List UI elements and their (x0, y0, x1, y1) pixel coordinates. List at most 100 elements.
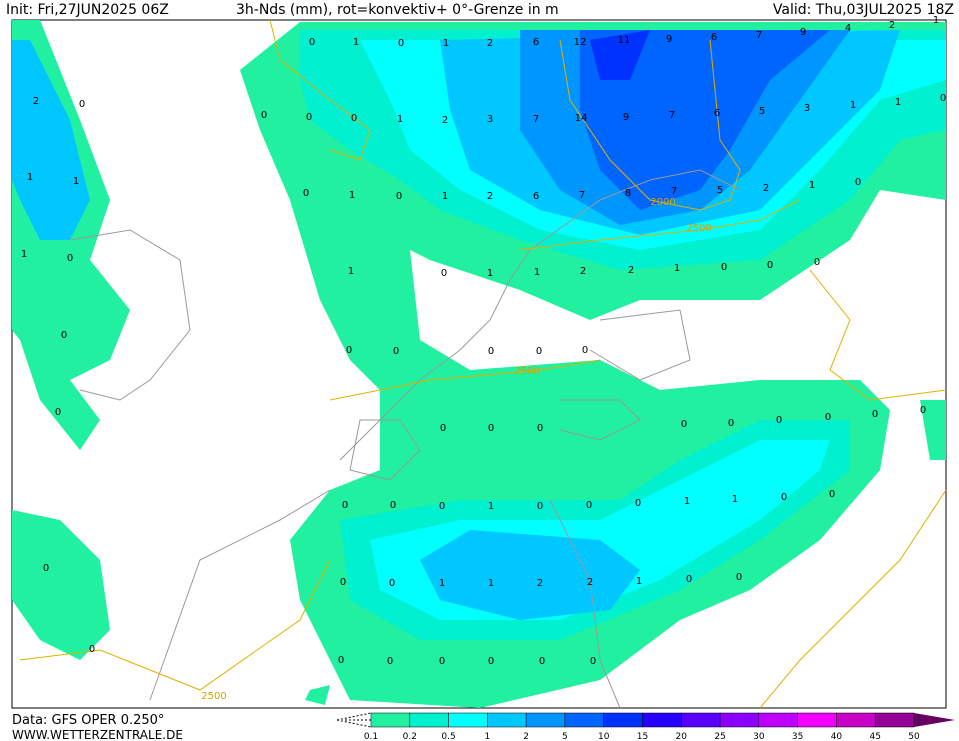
point-value: 1 (353, 37, 359, 48)
point-value: 9 (666, 34, 672, 45)
point-value: 0 (55, 407, 61, 418)
point-value: 6 (714, 108, 720, 119)
point-value: 0 (346, 345, 352, 356)
point-value: 0 (261, 110, 267, 121)
precip-area (580, 30, 830, 210)
point-value: 0 (582, 345, 588, 356)
legend-label: 15 (637, 732, 648, 741)
point-value: 0 (396, 191, 402, 202)
point-value: 0 (536, 346, 542, 357)
legend-swatch (448, 712, 488, 728)
point-value: 1 (397, 114, 403, 125)
legend-label: 1 (484, 732, 490, 741)
contour-label: 2500 (686, 223, 711, 234)
point-value: 0 (309, 37, 315, 48)
point-value: 7 (533, 114, 539, 125)
point-value: 0 (767, 260, 773, 271)
legend-label: 0.1 (364, 732, 378, 741)
point-value: 0 (440, 423, 446, 434)
point-value: 1 (487, 268, 493, 279)
point-value: 0 (537, 423, 543, 434)
point-value: 0 (586, 500, 592, 511)
point-value: 1 (27, 172, 33, 183)
point-value: 0 (825, 412, 831, 423)
point-value: 0 (340, 577, 346, 588)
point-value: 1 (933, 15, 939, 26)
init-time: Init: Fri,27JUN2025 06Z (6, 2, 169, 18)
point-value: 3 (804, 103, 810, 114)
point-value: 0 (488, 656, 494, 667)
point-value: 1 (895, 97, 901, 108)
point-value: 5 (717, 185, 723, 196)
legend-label: 20 (676, 732, 688, 741)
map-title: 3h-Nds (mm), rot=konvektiv+ 0°-Grenze in… (236, 2, 559, 18)
point-value: 2 (442, 115, 448, 126)
point-value: 7 (579, 190, 585, 201)
point-value: 0 (342, 500, 348, 511)
point-value: 0 (43, 563, 49, 574)
point-value: 1 (488, 578, 494, 589)
legend-label: 5 (562, 732, 568, 741)
point-value: 1 (809, 180, 815, 191)
legend-swatch (370, 712, 411, 728)
legend-swatch (758, 712, 798, 728)
point-value: 1 (442, 191, 448, 202)
point-value: 2 (487, 38, 493, 49)
legend-label: 25 (714, 732, 725, 741)
point-value: 0 (940, 93, 946, 104)
legend-label: 45 (869, 732, 880, 741)
point-value: 12 (574, 37, 587, 48)
point-value: 1 (684, 496, 690, 507)
point-value: 0 (681, 419, 687, 430)
point-value: 0 (728, 418, 734, 429)
point-value: 0 (814, 257, 820, 268)
point-value: 6 (533, 37, 539, 48)
point-value: 0 (393, 346, 399, 357)
legend-arrow-high (914, 713, 955, 727)
legend-label: 2 (523, 732, 529, 741)
point-value: 0 (61, 330, 67, 341)
point-value: 4 (845, 23, 851, 34)
precip-area (12, 40, 90, 240)
point-value: 2 (33, 96, 39, 107)
legend-swatch (564, 712, 604, 728)
point-value: 2 (889, 20, 895, 31)
point-value: 0 (590, 656, 596, 667)
legend-swatch (525, 712, 566, 728)
legend-label: 35 (792, 732, 803, 741)
point-value: 0 (855, 177, 861, 188)
point-value: 0 (351, 113, 357, 124)
point-value: 0 (441, 268, 447, 279)
point-value: 0 (67, 253, 73, 264)
point-value: 0 (439, 656, 445, 667)
point-value: 7 (671, 186, 677, 197)
point-value: 1 (850, 100, 856, 111)
point-value: 1 (674, 263, 680, 274)
legend-label: 0.5 (441, 732, 455, 741)
precip-area (590, 30, 650, 80)
point-value: 0 (488, 346, 494, 357)
legend-label: 0.2 (403, 732, 417, 741)
point-value: 0 (539, 656, 545, 667)
point-value: 1 (349, 190, 355, 201)
contour-label: 2000 (650, 197, 675, 208)
coastlines (69, 169, 741, 709)
point-value: 7 (756, 30, 762, 41)
legend-swatch (642, 712, 682, 728)
point-value: 0 (488, 423, 494, 434)
point-value: 9 (800, 27, 806, 38)
point-value: 1 (348, 266, 354, 277)
point-value: 1 (636, 576, 642, 587)
data-source: Data: GFS OPER 0.250° (12, 713, 164, 728)
point-value: 0 (537, 501, 543, 512)
legend-swatch (797, 712, 837, 728)
point-value: 0 (389, 578, 395, 589)
legend-swatch (874, 712, 915, 728)
point-value: 14 (575, 113, 588, 124)
legend-swatch (681, 712, 721, 728)
point-value: 0 (686, 574, 692, 585)
point-value: 1 (732, 494, 738, 505)
contour-label: 2500 (514, 366, 539, 377)
point-value: 11 (618, 35, 631, 46)
